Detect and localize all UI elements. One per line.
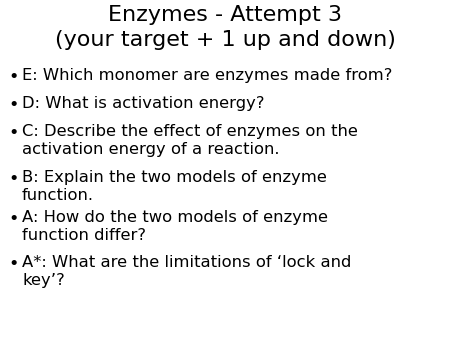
Text: •: •: [8, 68, 18, 86]
Text: Enzymes - Attempt 3: Enzymes - Attempt 3: [108, 5, 342, 25]
Text: B: Explain the two models of enzyme
function.: B: Explain the two models of enzyme func…: [22, 170, 327, 203]
Text: •: •: [8, 124, 18, 142]
Text: •: •: [8, 210, 18, 228]
Text: E: Which monomer are enzymes made from?: E: Which monomer are enzymes made from?: [22, 68, 392, 83]
Text: •: •: [8, 170, 18, 188]
Text: A: How do the two models of enzyme
function differ?: A: How do the two models of enzyme funct…: [22, 210, 328, 243]
Text: A*: What are the limitations of ‘lock and
key’?: A*: What are the limitations of ‘lock an…: [22, 255, 351, 288]
Text: D: What is activation energy?: D: What is activation energy?: [22, 96, 265, 111]
Text: (your target + 1 up and down): (your target + 1 up and down): [54, 30, 396, 50]
Text: •: •: [8, 255, 18, 273]
Text: •: •: [8, 96, 18, 114]
Text: C: Describe the effect of enzymes on the
activation energy of a reaction.: C: Describe the effect of enzymes on the…: [22, 124, 358, 157]
